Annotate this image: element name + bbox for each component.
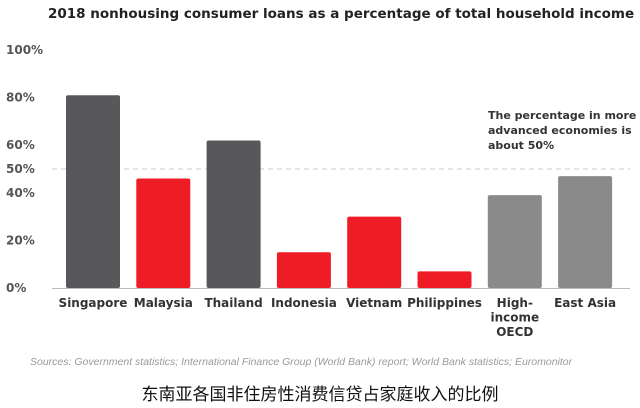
y-tick-label: 20% [6, 233, 35, 247]
bar-thailand [206, 140, 261, 288]
x-tick-label: East Asia [554, 296, 616, 310]
x-tick-label: Indonesia [271, 296, 337, 310]
y-tick-label: 50% [6, 162, 35, 176]
bar-high-income-oecd [487, 195, 542, 288]
x-tick-label: income [490, 311, 539, 325]
bar-philippines [417, 271, 472, 288]
y-tick-label: 60% [6, 138, 35, 152]
bar-singapore [66, 95, 120, 288]
chart-title: 2018 nonhousing consumer loans as a perc… [48, 6, 635, 22]
y-tick-label: 40% [6, 186, 35, 200]
x-tick-label: Malaysia [134, 296, 193, 310]
x-tick-label: OECD [496, 325, 533, 339]
x-tick-label: Philippines [407, 296, 482, 310]
bar-east-asia [558, 176, 613, 288]
source-note: Sources: Government statistics; Internat… [30, 356, 573, 368]
reference-annotation: The percentage in more advanced economie… [488, 109, 637, 152]
bar-malaysia [136, 178, 191, 288]
y-tick-label: 0% [6, 281, 26, 295]
x-tick-label: High- [497, 296, 533, 310]
y-tick-label: 80% [6, 91, 35, 105]
chinese-caption: 东南亚各国非住房性消费信贷占家庭收入的比例 [141, 385, 499, 405]
x-tick-label: Singapore [59, 296, 128, 310]
x-tick-label: Thailand [204, 296, 262, 310]
bar-vietnam [347, 216, 402, 288]
x-tick-label: Vietnam [346, 296, 402, 310]
bar-indonesia [276, 252, 331, 288]
y-tick-label: 100% [6, 43, 43, 57]
